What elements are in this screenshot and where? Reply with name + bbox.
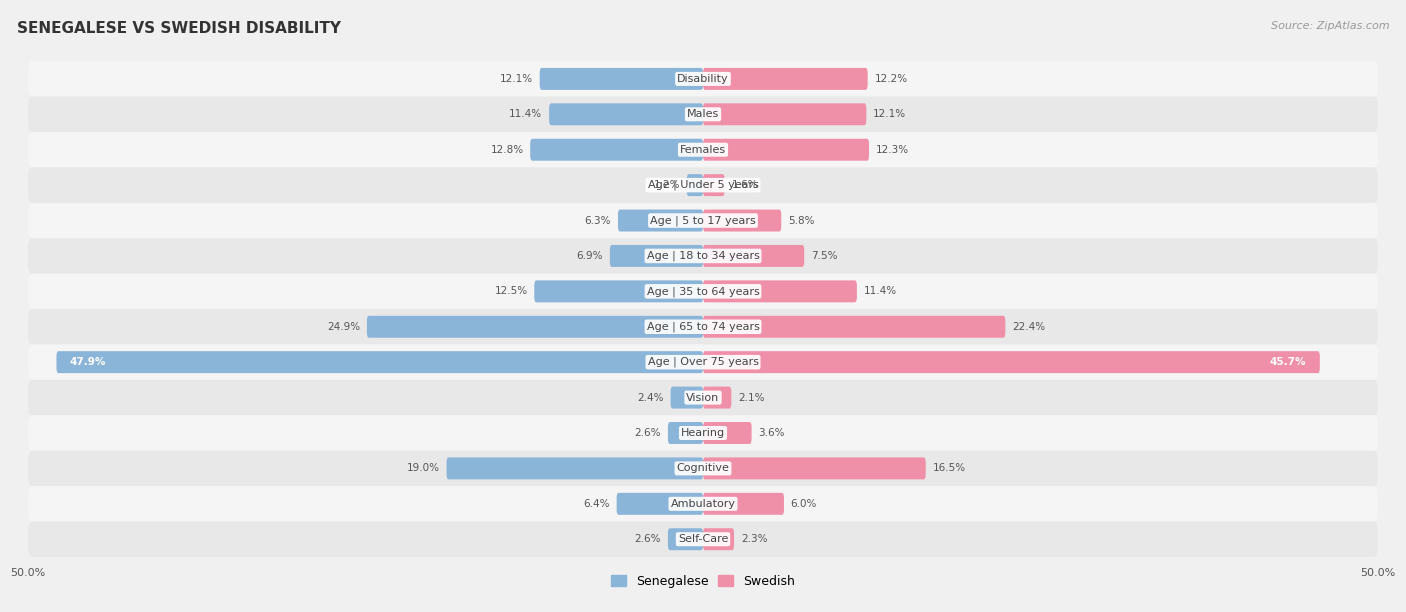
Text: 2.6%: 2.6% bbox=[634, 534, 661, 544]
Text: 2.1%: 2.1% bbox=[738, 392, 765, 403]
FancyBboxPatch shape bbox=[686, 174, 703, 196]
Text: 16.5%: 16.5% bbox=[932, 463, 966, 474]
Text: 2.4%: 2.4% bbox=[637, 392, 664, 403]
FancyBboxPatch shape bbox=[367, 316, 703, 338]
Text: 1.6%: 1.6% bbox=[731, 180, 758, 190]
Text: Age | 65 to 74 years: Age | 65 to 74 years bbox=[647, 321, 759, 332]
FancyBboxPatch shape bbox=[668, 528, 703, 550]
FancyBboxPatch shape bbox=[530, 139, 703, 161]
Text: Cognitive: Cognitive bbox=[676, 463, 730, 474]
Text: Vision: Vision bbox=[686, 392, 720, 403]
Text: 5.8%: 5.8% bbox=[787, 215, 814, 226]
Text: Age | Over 75 years: Age | Over 75 years bbox=[648, 357, 758, 367]
Text: 6.9%: 6.9% bbox=[576, 251, 603, 261]
FancyBboxPatch shape bbox=[28, 380, 1378, 416]
Text: 2.6%: 2.6% bbox=[634, 428, 661, 438]
Text: Males: Males bbox=[688, 110, 718, 119]
Text: SENEGALESE VS SWEDISH DISABILITY: SENEGALESE VS SWEDISH DISABILITY bbox=[17, 21, 340, 37]
Text: Age | 18 to 34 years: Age | 18 to 34 years bbox=[647, 251, 759, 261]
FancyBboxPatch shape bbox=[28, 521, 1378, 557]
FancyBboxPatch shape bbox=[703, 493, 785, 515]
Text: 6.0%: 6.0% bbox=[790, 499, 817, 509]
FancyBboxPatch shape bbox=[703, 280, 856, 302]
Text: Source: ZipAtlas.com: Source: ZipAtlas.com bbox=[1271, 21, 1389, 31]
FancyBboxPatch shape bbox=[703, 139, 869, 161]
FancyBboxPatch shape bbox=[703, 387, 731, 409]
Text: Age | 5 to 17 years: Age | 5 to 17 years bbox=[650, 215, 756, 226]
FancyBboxPatch shape bbox=[28, 97, 1378, 132]
Text: 50.0%: 50.0% bbox=[1360, 567, 1396, 578]
Text: 6.4%: 6.4% bbox=[583, 499, 610, 509]
Text: Ambulatory: Ambulatory bbox=[671, 499, 735, 509]
FancyBboxPatch shape bbox=[56, 351, 703, 373]
Text: Self-Care: Self-Care bbox=[678, 534, 728, 544]
FancyBboxPatch shape bbox=[671, 387, 703, 409]
Text: 45.7%: 45.7% bbox=[1270, 357, 1306, 367]
FancyBboxPatch shape bbox=[28, 309, 1378, 345]
Text: Females: Females bbox=[681, 144, 725, 155]
FancyBboxPatch shape bbox=[28, 450, 1378, 486]
Text: 7.5%: 7.5% bbox=[811, 251, 838, 261]
FancyBboxPatch shape bbox=[703, 457, 925, 479]
FancyBboxPatch shape bbox=[703, 103, 866, 125]
Text: 2.3%: 2.3% bbox=[741, 534, 768, 544]
FancyBboxPatch shape bbox=[28, 274, 1378, 309]
FancyBboxPatch shape bbox=[28, 61, 1378, 97]
FancyBboxPatch shape bbox=[703, 422, 752, 444]
Text: 12.8%: 12.8% bbox=[491, 144, 523, 155]
Text: 19.0%: 19.0% bbox=[406, 463, 440, 474]
Text: 47.9%: 47.9% bbox=[70, 357, 107, 367]
Text: 3.6%: 3.6% bbox=[758, 428, 785, 438]
FancyBboxPatch shape bbox=[703, 245, 804, 267]
FancyBboxPatch shape bbox=[703, 209, 782, 231]
Text: 12.1%: 12.1% bbox=[873, 110, 907, 119]
Text: Age | Under 5 years: Age | Under 5 years bbox=[648, 180, 758, 190]
FancyBboxPatch shape bbox=[550, 103, 703, 125]
FancyBboxPatch shape bbox=[534, 280, 703, 302]
FancyBboxPatch shape bbox=[28, 416, 1378, 450]
Text: 12.1%: 12.1% bbox=[499, 74, 533, 84]
FancyBboxPatch shape bbox=[28, 132, 1378, 168]
FancyBboxPatch shape bbox=[703, 174, 724, 196]
FancyBboxPatch shape bbox=[703, 316, 1005, 338]
FancyBboxPatch shape bbox=[540, 68, 703, 90]
FancyBboxPatch shape bbox=[28, 168, 1378, 203]
FancyBboxPatch shape bbox=[610, 245, 703, 267]
Text: Age | 35 to 64 years: Age | 35 to 64 years bbox=[647, 286, 759, 297]
Text: 24.9%: 24.9% bbox=[328, 322, 360, 332]
FancyBboxPatch shape bbox=[703, 68, 868, 90]
Text: 50.0%: 50.0% bbox=[10, 567, 46, 578]
FancyBboxPatch shape bbox=[447, 457, 703, 479]
FancyBboxPatch shape bbox=[28, 203, 1378, 238]
FancyBboxPatch shape bbox=[703, 528, 734, 550]
Text: 6.3%: 6.3% bbox=[585, 215, 612, 226]
FancyBboxPatch shape bbox=[668, 422, 703, 444]
Text: 12.2%: 12.2% bbox=[875, 74, 907, 84]
FancyBboxPatch shape bbox=[703, 351, 1320, 373]
Text: 11.4%: 11.4% bbox=[863, 286, 897, 296]
Text: 11.4%: 11.4% bbox=[509, 110, 543, 119]
Text: Hearing: Hearing bbox=[681, 428, 725, 438]
Text: 22.4%: 22.4% bbox=[1012, 322, 1045, 332]
Text: 1.2%: 1.2% bbox=[654, 180, 681, 190]
Text: 12.5%: 12.5% bbox=[495, 286, 527, 296]
Text: Disability: Disability bbox=[678, 74, 728, 84]
FancyBboxPatch shape bbox=[617, 493, 703, 515]
Text: 12.3%: 12.3% bbox=[876, 144, 908, 155]
FancyBboxPatch shape bbox=[28, 345, 1378, 380]
FancyBboxPatch shape bbox=[28, 486, 1378, 521]
FancyBboxPatch shape bbox=[28, 238, 1378, 274]
FancyBboxPatch shape bbox=[619, 209, 703, 231]
Legend: Senegalese, Swedish: Senegalese, Swedish bbox=[606, 570, 800, 593]
